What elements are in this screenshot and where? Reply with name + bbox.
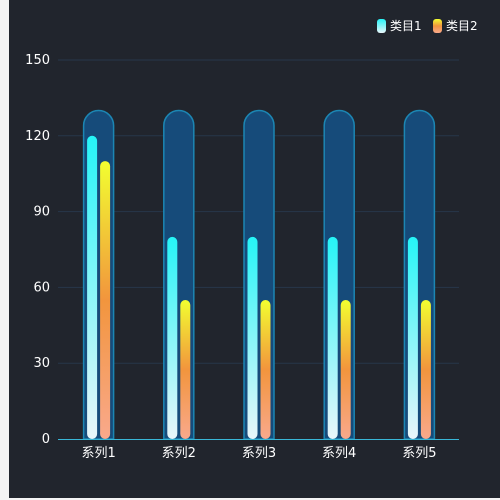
- y-tick-label: 120: [25, 129, 50, 144]
- x-tick-label: 系列4: [322, 446, 356, 461]
- x-tick-label: 系列5: [402, 446, 436, 461]
- bar-series: [87, 135, 431, 440]
- bar-series-1: [167, 236, 178, 439]
- chart-frame: 0 30 60 90 120 150 系列1 系列2 系列3 系列4 系列5 类目1 类目2: [9, 0, 500, 498]
- legend-swatch: [433, 19, 442, 33]
- x-tick-label: 系列3: [242, 446, 276, 461]
- bar-series-1: [407, 236, 418, 439]
- legend-label: 类目1: [390, 19, 422, 33]
- x-tick-label: 系列1: [81, 446, 115, 461]
- y-tick-label: 0: [42, 432, 50, 447]
- y-tick-label: 30: [33, 356, 50, 371]
- legend: 类目1 类目2: [377, 19, 478, 33]
- axes: 0 30 60 90 120 150 系列1 系列2 系列3 系列4 系列5: [25, 53, 459, 461]
- y-tick-label: 60: [33, 280, 50, 295]
- bar-series-2: [420, 300, 431, 439]
- bar-series-1: [87, 135, 98, 440]
- y-tick-label: 150: [25, 53, 50, 68]
- bar-series-2: [340, 300, 351, 439]
- bar-series-2: [180, 300, 191, 439]
- bar-series-1: [247, 236, 258, 439]
- background-capsules: [82, 109, 436, 440]
- bar-series-2: [260, 300, 271, 439]
- y-tick-label: 90: [33, 205, 50, 220]
- bar-chart: 0 30 60 90 120 150 系列1 系列2 系列3 系列4 系列5 类目1 类目2: [25, 19, 478, 461]
- legend-label: 类目2: [446, 19, 478, 33]
- bar-series-1: [327, 236, 338, 439]
- legend-swatch: [377, 19, 386, 33]
- x-tick-label: 系列2: [162, 446, 196, 461]
- bar-series-2: [100, 161, 111, 440]
